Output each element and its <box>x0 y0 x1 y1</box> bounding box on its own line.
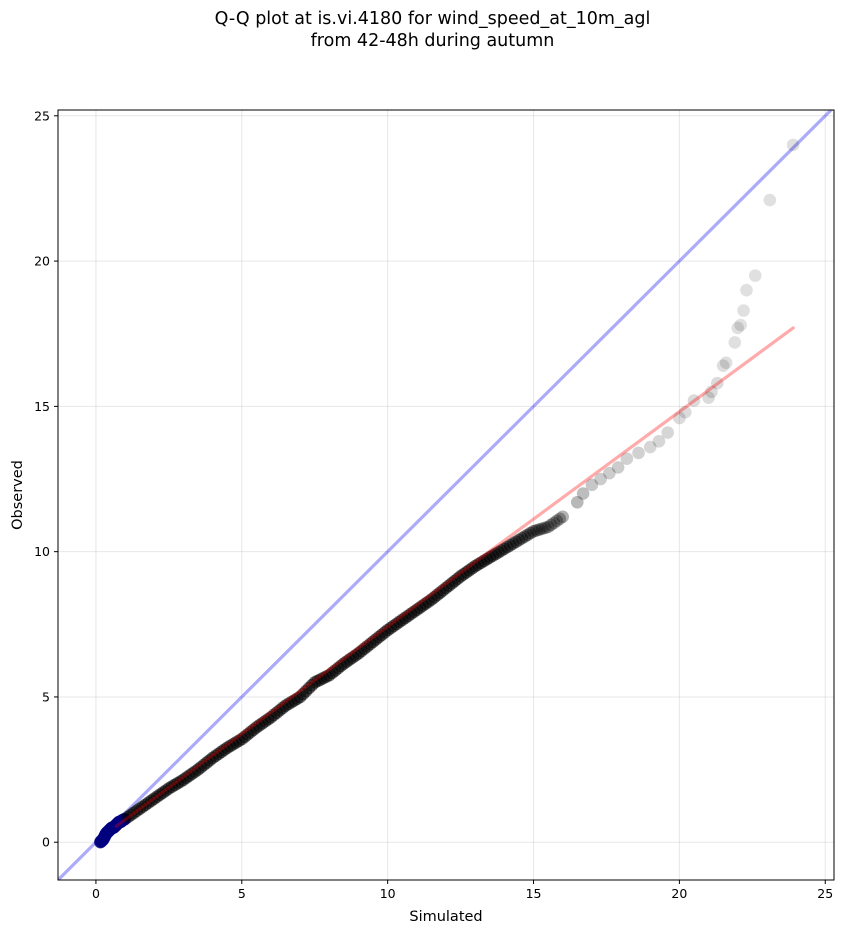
reference-line-1-1 <box>58 110 834 880</box>
x-tick-label: 15 <box>526 886 542 901</box>
qq-point <box>643 440 657 454</box>
qq-point <box>538 521 552 535</box>
qq-point <box>515 531 529 545</box>
grid-layer <box>58 110 834 880</box>
chart-title: Q-Q plot at is.vi.4180 for wind_speed_at… <box>0 8 845 52</box>
qq-point <box>498 542 511 556</box>
qq-point <box>547 516 561 530</box>
qq-point <box>527 525 540 538</box>
chart-title-line-2: from 42-48h during autumn <box>310 31 555 51</box>
qq-point <box>687 394 701 407</box>
qq-point <box>550 514 564 528</box>
qq-point <box>740 283 753 297</box>
qq-point <box>521 528 534 542</box>
y-axis-label: Observed <box>10 460 26 530</box>
qq-point <box>763 193 777 207</box>
x-tick-label: 20 <box>671 886 687 901</box>
x-axis-label: Simulated <box>409 909 482 925</box>
qq-point <box>524 526 537 540</box>
x-tick-label: 5 <box>238 886 246 901</box>
y-tick-label: 20 <box>34 254 50 269</box>
qq-point <box>503 538 517 552</box>
x-tick-label: 25 <box>817 886 833 901</box>
x-tick-label: 10 <box>380 886 396 901</box>
qq-point <box>500 540 514 554</box>
qq-point <box>611 461 625 474</box>
qq-point <box>734 318 747 332</box>
data-layer <box>58 110 834 880</box>
fit-line <box>114 326 795 828</box>
chart-title-line-1: Q-Q plot at is.vi.4180 for wind_speed_at… <box>214 9 651 29</box>
qq-point <box>506 537 520 550</box>
qq-point <box>518 530 532 543</box>
qq-point <box>553 512 567 526</box>
qq-point <box>570 495 584 509</box>
qq-point <box>533 523 546 536</box>
qq-point <box>673 411 686 425</box>
y-tick-label: 5 <box>42 689 50 704</box>
qq-point <box>509 535 523 549</box>
qq-point <box>728 336 742 349</box>
qq-point <box>678 405 692 419</box>
plot-frame <box>57 109 835 881</box>
qq-point <box>544 518 558 532</box>
qq-point <box>786 138 800 152</box>
qq-point <box>652 434 666 448</box>
qq-point <box>731 321 745 335</box>
qq-point <box>530 524 543 537</box>
y-tick-label: 0 <box>42 835 50 850</box>
qq-point <box>535 522 549 536</box>
qq-point <box>620 452 634 465</box>
qq-point <box>661 426 675 439</box>
qq-point <box>603 466 616 480</box>
qq-point <box>585 478 599 492</box>
y-tick-label: 25 <box>34 108 50 123</box>
qq-point <box>719 356 733 370</box>
y-tick-label: 15 <box>34 399 50 414</box>
qq-point <box>576 487 590 500</box>
qq-point <box>541 520 555 534</box>
qq-point <box>716 359 730 372</box>
tick-layer: 0 5 10 15 20 25 0 5 10 15 20 25 <box>34 108 833 901</box>
qq-point <box>711 376 724 390</box>
y-tick-label: 10 <box>34 544 50 559</box>
qq-point <box>705 385 718 399</box>
qq-point <box>748 269 762 282</box>
qq-point <box>512 533 526 547</box>
qq-point <box>556 510 569 524</box>
x-tick-label: 0 <box>92 886 100 901</box>
qq-point <box>702 391 715 404</box>
qq-point <box>632 446 645 460</box>
qq-point <box>594 472 607 486</box>
qq-point <box>737 304 750 317</box>
